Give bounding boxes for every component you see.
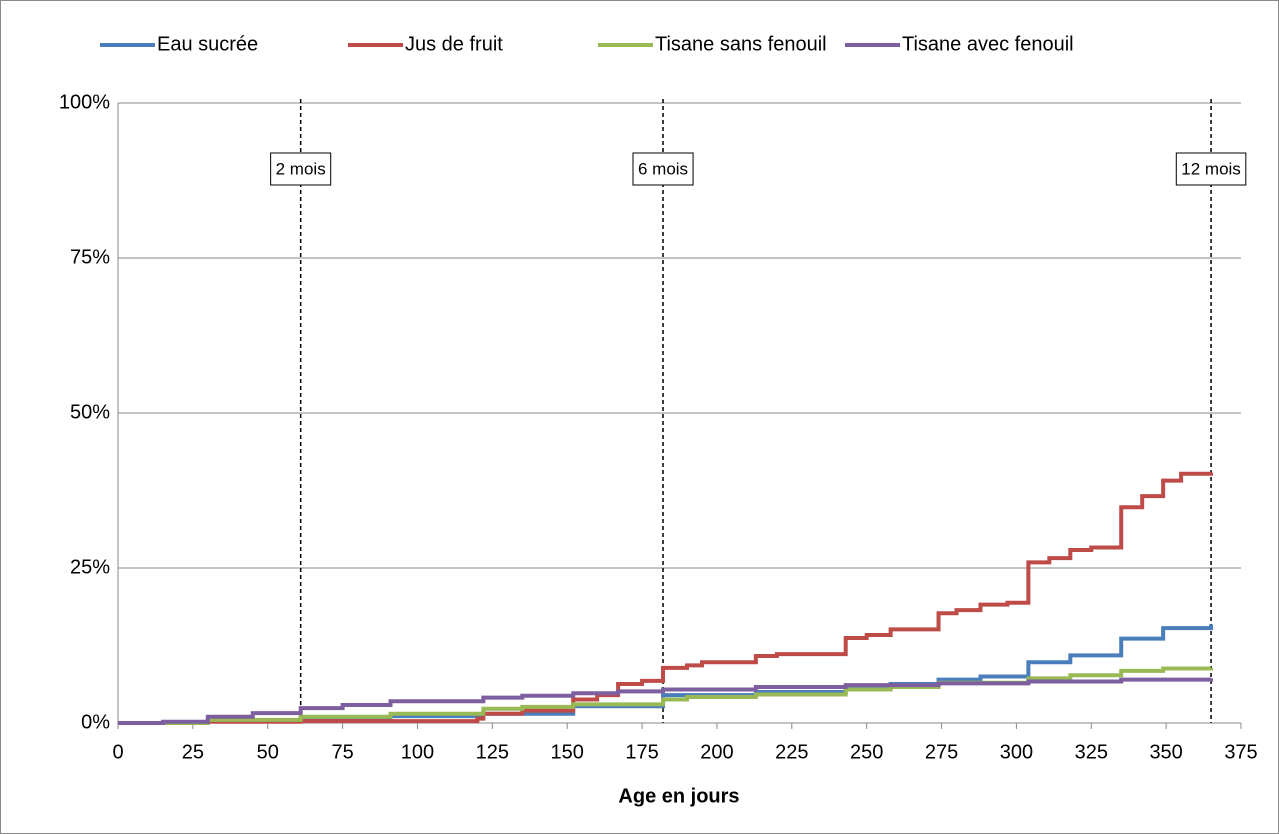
y-tick-label: 100% bbox=[59, 91, 110, 113]
legend-label: Jus de fruit bbox=[405, 33, 503, 55]
x-tick-label: 225 bbox=[775, 741, 808, 763]
legend-label: Tisane sans fenouil bbox=[655, 33, 827, 55]
series-line bbox=[118, 666, 1214, 725]
legend-label: Tisane avec fenouil bbox=[902, 33, 1074, 55]
x-tick-label: 25 bbox=[182, 741, 204, 763]
x-tick-label: 300 bbox=[1000, 741, 1033, 763]
y-tick-label: 25% bbox=[70, 556, 110, 578]
y-tick-label: 0% bbox=[81, 711, 110, 733]
annotation-box bbox=[270, 152, 332, 186]
y-tick-label: 75% bbox=[70, 246, 110, 268]
x-tick-label: 75 bbox=[331, 741, 353, 763]
y-tick-label: 50% bbox=[70, 401, 110, 423]
x-tick-label: 50 bbox=[257, 741, 279, 763]
x-tick-label: 375 bbox=[1224, 741, 1257, 763]
series-line bbox=[118, 677, 1214, 725]
x-tick-label: 350 bbox=[1149, 741, 1182, 763]
x-tick-label: 175 bbox=[625, 741, 658, 763]
legend-label: Eau sucrée bbox=[157, 33, 258, 55]
x-axis-label: Age en jours bbox=[618, 785, 739, 807]
annotation-box bbox=[632, 152, 694, 186]
x-tick-label: 325 bbox=[1075, 741, 1108, 763]
x-tick-label: 250 bbox=[850, 741, 883, 763]
annotation-box bbox=[1175, 152, 1247, 186]
annotation-label: 12 mois bbox=[1181, 159, 1241, 178]
x-tick-label: 150 bbox=[551, 741, 584, 763]
x-tick-label: 100 bbox=[401, 741, 434, 763]
x-tick-label: 275 bbox=[925, 741, 958, 763]
x-tick-label: 125 bbox=[476, 741, 509, 763]
x-tick-label: 200 bbox=[700, 741, 733, 763]
annotation-label: 2 mois bbox=[276, 159, 326, 178]
annotation-label: 6 mois bbox=[638, 159, 688, 178]
x-tick-label: 0 bbox=[112, 741, 123, 763]
